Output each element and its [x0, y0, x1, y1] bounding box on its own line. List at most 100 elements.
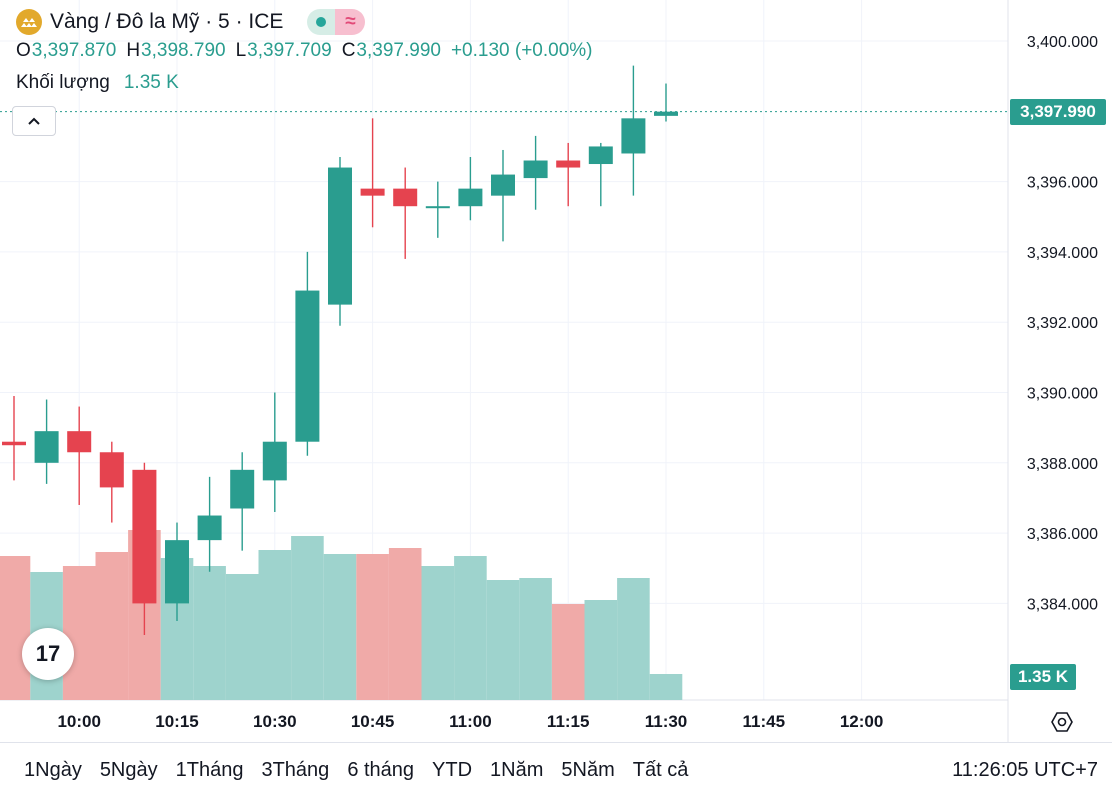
candle — [425, 181, 450, 238]
range-button[interactable]: 1Năm — [490, 759, 544, 781]
candle-body — [491, 174, 515, 196]
x-tick-label: 11:00 — [449, 712, 492, 731]
candle-body — [556, 160, 581, 168]
ohlc-values: O 3,397.870 H 3,398.790 L 3,397.709 C 3,397.… — [16, 38, 603, 64]
volume-label: Khối lượng — [16, 72, 110, 93]
candle-body — [230, 469, 255, 509]
candle-body — [197, 515, 222, 541]
high-value: 3,398.790 — [141, 40, 226, 61]
price-chart[interactable]: 3,400.000 3,396.000 3,394.000 3,392.000 3,39… — [0, 0, 1112, 742]
candle — [621, 65, 646, 196]
range-button[interactable]: 5Năm — [561, 759, 615, 781]
candle — [295, 251, 320, 456]
candle — [34, 399, 59, 484]
volume-legend: Khối lượng 1.35 K — [16, 70, 603, 96]
candle — [99, 441, 124, 523]
time-axis: 9:4510:0010:1510:3010:4511:0011:1511:301… — [57, 712, 883, 731]
high-key: H — [126, 40, 141, 61]
volume-bar — [421, 566, 455, 700]
candle-body — [165, 540, 189, 604]
y-tick-label: 3,396.000 — [1027, 175, 1098, 192]
volume-bar — [584, 600, 618, 700]
range-button[interactable]: 1Tháng — [175, 759, 244, 781]
tradingview-logo[interactable]: 17 — [22, 628, 74, 680]
candle — [588, 142, 613, 207]
x-tick-label: 11:15 — [547, 712, 590, 731]
clock[interactable]: 11:26:05 UTC+7 — [952, 759, 1098, 781]
market-open-indicator — [307, 9, 336, 35]
x-tick-label: 11:30 — [645, 712, 688, 731]
tradingview-logo-text: 17 — [35, 641, 61, 666]
candle-body — [588, 146, 613, 165]
y-tick-label: 3,384.000 — [1027, 596, 1098, 613]
candle — [230, 452, 255, 551]
volume-bar — [225, 574, 259, 700]
y-tick-label: 3,392.000 — [1027, 315, 1098, 332]
market-status-pill[interactable]: ≈ — [307, 9, 366, 35]
chart-legend: Vàng / Đô la Mỹ · 5 · ICE ≈ O 3,397.870 H… — [16, 8, 603, 96]
candle-body — [262, 441, 287, 481]
candle — [458, 156, 483, 221]
volume-bar — [95, 552, 129, 700]
delayed-data-icon: ≈ — [335, 9, 366, 35]
range-button[interactable]: 1Ngày — [24, 759, 82, 781]
candle — [393, 167, 418, 259]
volume-bar — [291, 536, 324, 700]
volume-bar — [62, 566, 96, 700]
chevron-up-icon — [28, 117, 40, 125]
candle — [556, 142, 581, 207]
x-tick-label: 11:45 — [743, 712, 786, 731]
settings-icon[interactable] — [1050, 710, 1074, 734]
volume-bar — [0, 556, 31, 700]
candle-body — [654, 111, 678, 116]
volume-bar — [388, 548, 422, 700]
candle — [132, 462, 157, 636]
last-price-tag: 3,397.990 — [1010, 98, 1106, 125]
candle-body — [295, 290, 320, 442]
range-button[interactable]: 5Ngày — [99, 759, 158, 781]
close-value: 3,397.990 — [356, 40, 441, 61]
bottom-toolbar: 1Ngày 5Ngày 1Tháng 3Tháng 6 tháng YTD 1Năm 5Năm… — [0, 742, 1112, 797]
chart-grid — [0, 0, 1009, 742]
range-buttons: 1Ngày 5Ngày 1Tháng 3Tháng 6 tháng YTD 1Năm 5Năm… — [24, 759, 706, 782]
x-tick-label: 10:45 — [351, 712, 394, 731]
candle — [262, 392, 287, 513]
x-tick-label: 10:00 — [57, 712, 100, 731]
range-button[interactable]: Tất cả — [632, 759, 689, 781]
volume-bar — [356, 554, 389, 700]
volume-bar — [649, 674, 683, 700]
candle — [197, 476, 222, 572]
candle-body — [2, 441, 26, 446]
candle-body — [34, 431, 59, 463]
y-tick-label: 3,390.000 — [1027, 386, 1098, 403]
range-button[interactable]: YTD — [432, 759, 473, 781]
candle — [491, 149, 515, 242]
low-value: 3,397.709 — [247, 40, 332, 61]
volume-bar — [193, 566, 226, 700]
range-button[interactable]: 3Tháng — [261, 759, 330, 781]
x-tick-label: 10:30 — [253, 712, 296, 731]
candle-body — [393, 188, 418, 207]
y-tick-label: 3,388.000 — [1027, 456, 1098, 473]
candle — [67, 406, 92, 505]
volume-bar — [258, 550, 292, 700]
candle-body — [328, 167, 352, 305]
x-tick-label: 12:00 — [840, 712, 883, 731]
last-volume-tag: 1.35 K — [1010, 664, 1076, 690]
candle — [165, 522, 189, 621]
candle-body — [621, 118, 646, 154]
low-key: L — [235, 40, 247, 61]
volume-value: 1.35 K — [123, 72, 179, 93]
range-button[interactable]: 6 tháng — [347, 759, 415, 781]
price-axis: 3,400.000 3,396.000 3,394.000 3,392.000 3,39… — [1027, 34, 1098, 613]
y-tick-label: 3,394.000 — [1027, 245, 1098, 262]
collapse-legend-button[interactable] — [12, 106, 56, 136]
volume-bar — [551, 604, 585, 700]
gold-bars-icon — [16, 9, 42, 35]
open-value: 3,397.870 — [31, 40, 117, 61]
x-tick-label: 10:15 — [155, 712, 198, 731]
symbol-title[interactable]: Vàng / Đô la Mỹ · 5 · ICE — [50, 10, 284, 33]
volume-bar — [486, 580, 520, 700]
candles — [2, 65, 678, 636]
volume-bar — [323, 554, 357, 700]
